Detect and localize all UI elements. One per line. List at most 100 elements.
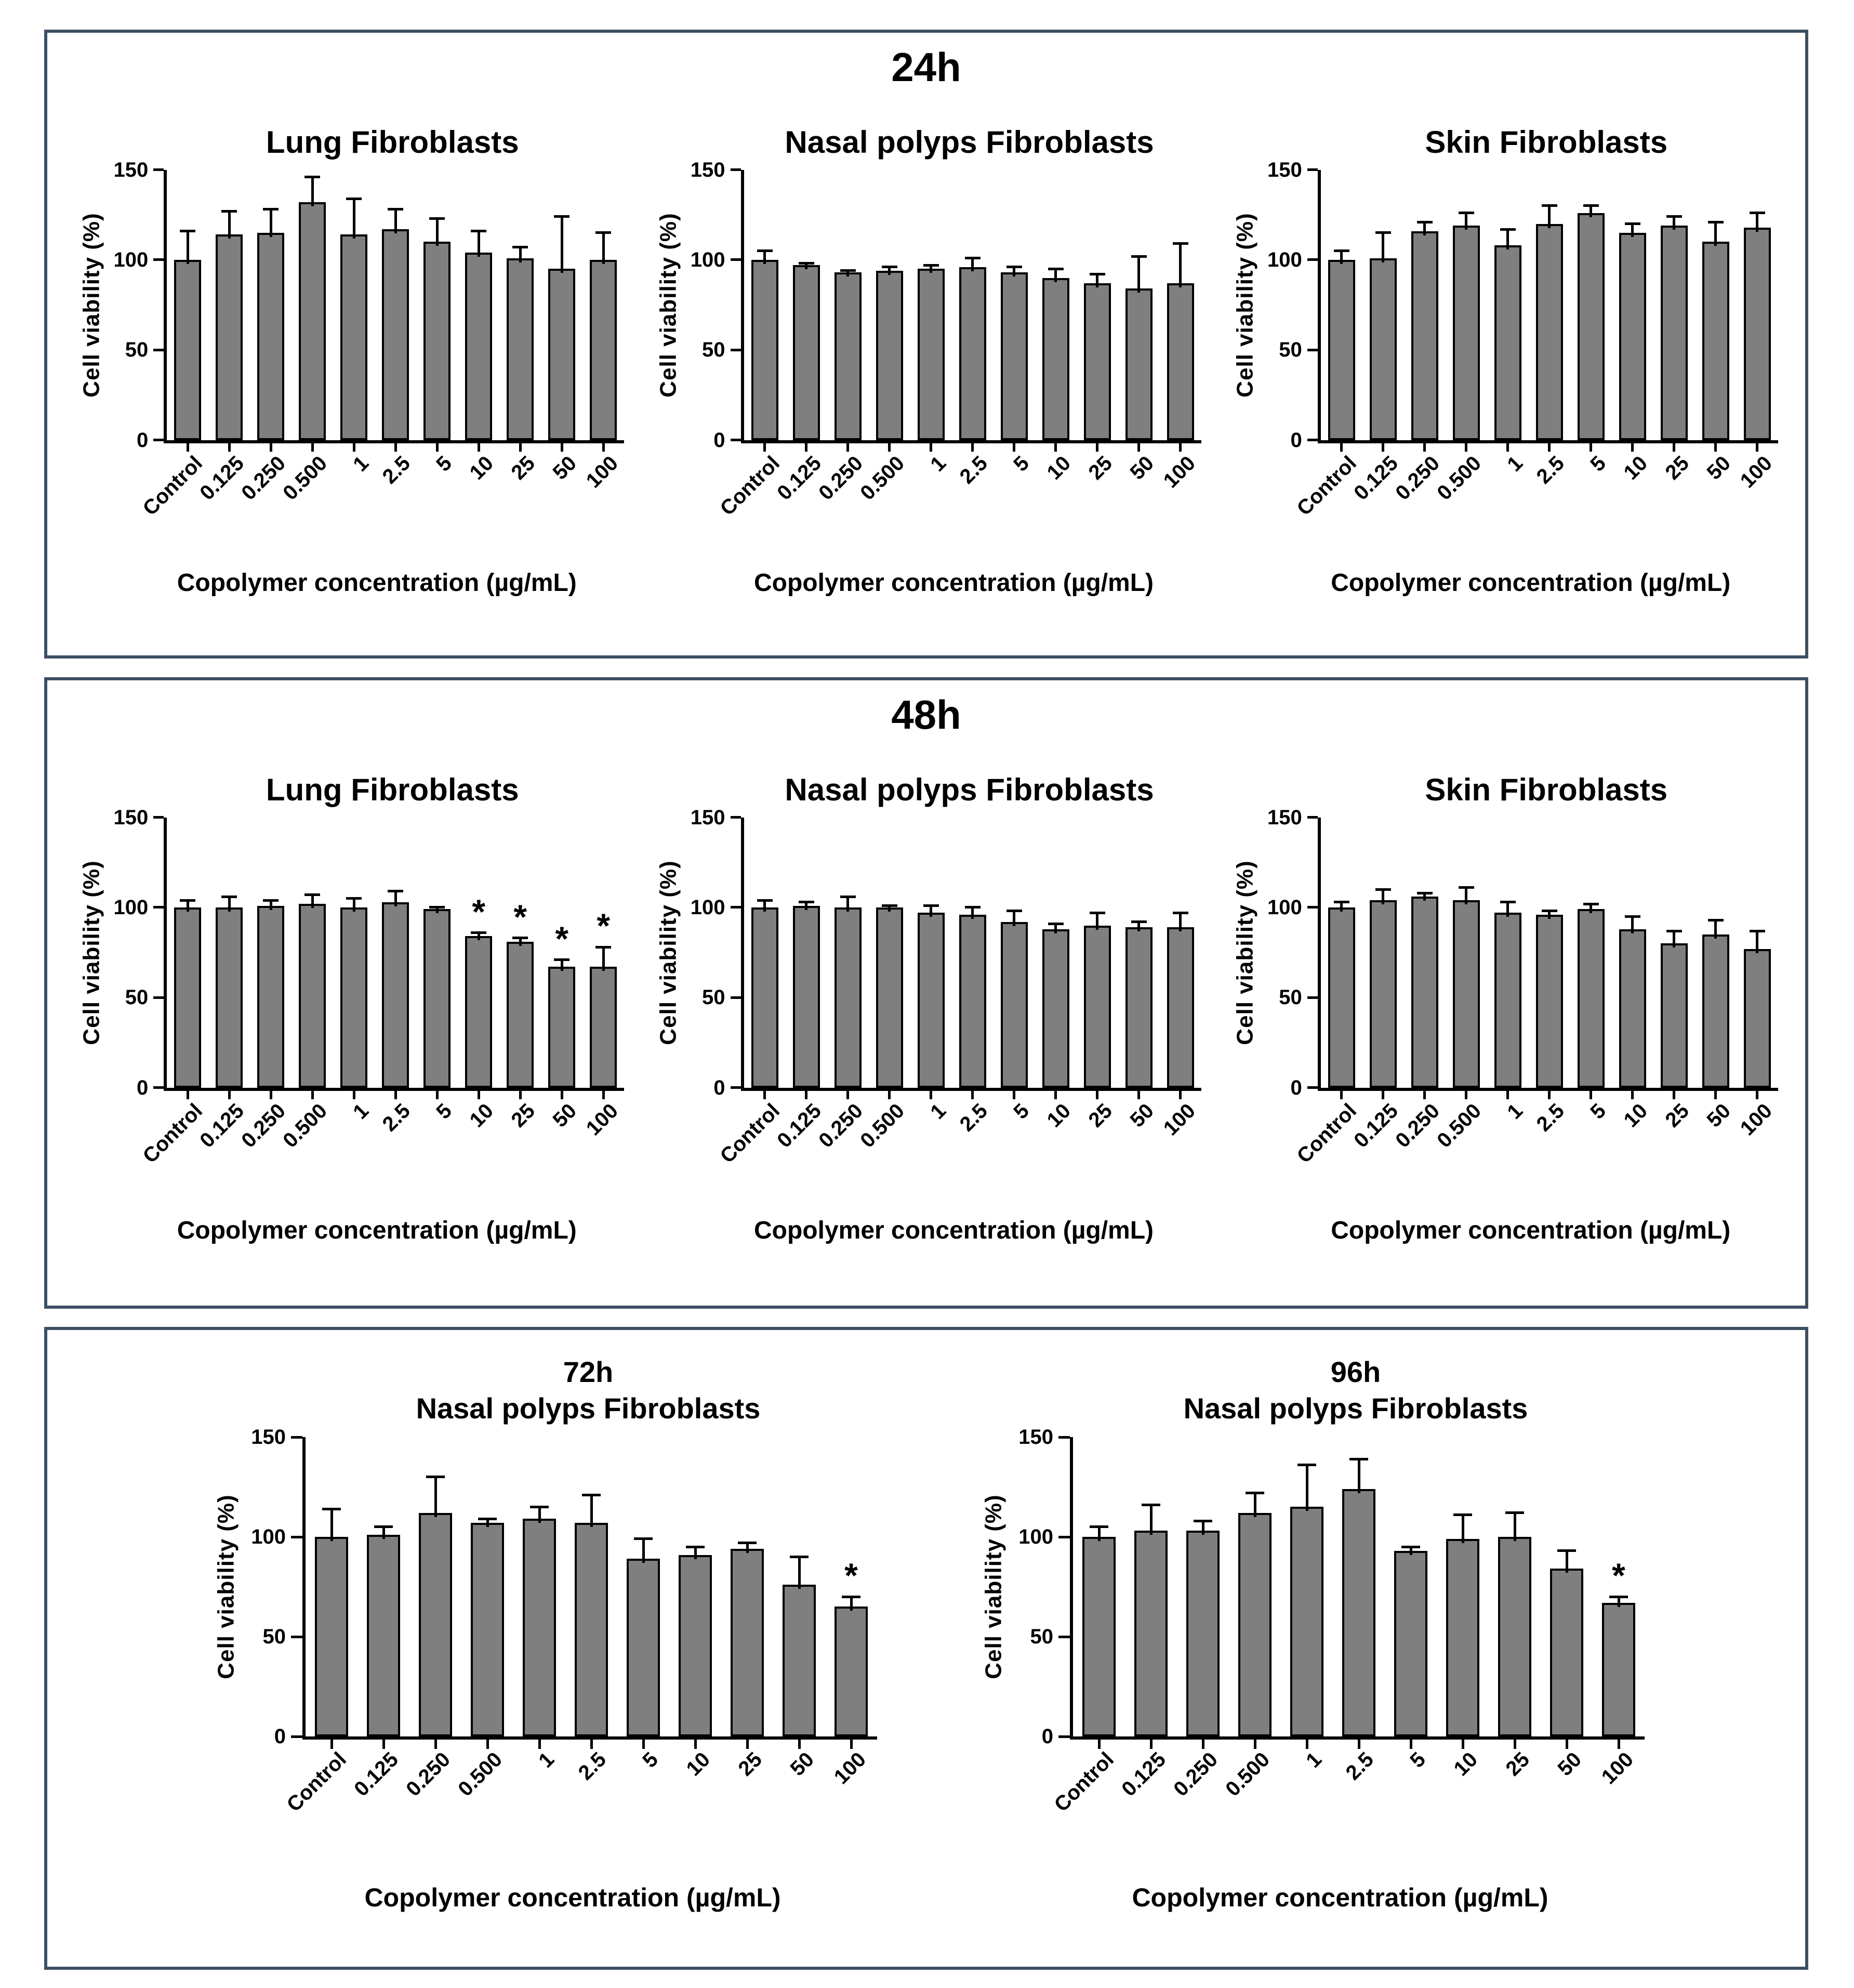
error-bar [1714,920,1717,939]
panel-72-96h-charts: 72h Nasal polyps Fibroblasts Cell viabilit… [47,1354,1805,1913]
y-tick-label: 100 [113,896,149,919]
bar-0.500 [299,904,326,1088]
bar-25 [1660,226,1688,440]
error-bar [971,258,974,271]
error-bar [269,209,272,237]
x-tick-label-0.125: 0.125 [195,1099,249,1152]
y-tick-label: 0 [274,1725,286,1748]
chart-grid: Cell viability (%) 0 50 100 150 * [208,1426,877,1749]
bar-Control [1082,1537,1116,1736]
x-tick-mark [1756,1090,1759,1099]
x-tick-label-0.500: 0.500 [1432,451,1486,505]
x-tick-mark [1409,1740,1412,1749]
y-tick-label: 150 [113,158,149,181]
x-tick-mark [352,1090,355,1099]
bar-10 [679,1555,712,1736]
y-tick-mark [730,906,741,909]
x-tick-label-0.250: 0.250 [814,451,867,505]
error-bar [477,231,480,257]
error-bar-cap [842,1595,860,1598]
panel-24h: 24h Lung Fibroblasts Cell viability (%) 0 5… [44,30,1808,659]
error-bar-cap [1089,273,1105,276]
error-bar-cap [512,246,528,249]
x-tick-mark [330,1740,333,1749]
y-tick-label: 0 [137,1076,149,1099]
x-tick-mark [435,443,439,452]
x-tick-mark [1357,1740,1360,1749]
chart-title: 72h Nasal polyps Fibroblasts [302,1354,874,1427]
x-tick-label-25: 25 [734,1748,767,1781]
plot-area [740,169,1201,452]
error-bar [930,265,932,273]
x-tick-label-0.125: 0.125 [1349,451,1402,505]
bar-2.5 [1535,223,1563,440]
error-bar-cap [686,1545,705,1548]
y-tick-column: 0 50 100 150 [109,806,164,1099]
bar-0.500 [876,907,903,1088]
x-tick-mark [846,1090,849,1099]
x-tick-labels: Control 0.125 0.250 0.500 1 2.5 5 10 25 50 100 [716,1091,1200,1197]
chart-title: Lung Fibroblasts [164,123,621,162]
bar-1 [1494,913,1521,1088]
error-bar [1506,229,1509,250]
x-tick-label-0.500: 0.500 [1221,1748,1275,1801]
error-bar [1382,232,1385,262]
bar-25 [1660,943,1688,1088]
bar-Control [751,259,778,440]
x-tick-mark [186,1090,189,1099]
error-bar [1590,205,1593,217]
bar-5 [423,242,451,440]
x-tick-label-2.5: 2.5 [378,1099,415,1136]
error-bar-cap [1375,231,1391,234]
error-bar-cap [1131,255,1147,258]
x-tick-label-0.125: 0.125 [1117,1748,1171,1801]
bar-50 [548,269,576,440]
error-bar-cap [1666,215,1682,218]
bar-Control [1328,259,1355,440]
x-tick-label-25: 25 [1661,1099,1693,1132]
chart-grid: Cell viability (%) 0 50 100 150 [652,159,1201,452]
error-bar-cap [1557,1549,1576,1552]
y-tick-mark [730,439,741,442]
chart-title-text: Lung Fibroblasts [266,772,519,807]
chart-title-text: Nasal polyps Fibroblasts [785,772,1154,807]
panel-72-96h: 72h Nasal polyps Fibroblasts Cell viabilit… [44,1327,1808,1970]
x-tick-mark [435,1090,439,1099]
y-tick-mark [1307,996,1318,999]
y-tick-column: 0 50 100 150 [1263,806,1318,1099]
error-bar-cap [1458,212,1474,215]
chart-grid: Cell viability (%) 0 50 100 150 [652,806,1201,1099]
x-tick-mark [805,443,807,452]
error-bar [763,900,766,912]
error-bar-cap [1500,228,1516,231]
bar-10 [1042,929,1069,1088]
error-bar [1382,889,1385,905]
bar-0.500 [1452,226,1480,440]
y-axis-label-column: Cell viability (%) [1228,170,1263,440]
x-tick-labels: Control 0.125 0.250 0.500 1 2.5 5 10 25 50 100 [139,1091,623,1197]
y-tick-label: 0 [137,428,149,452]
x-tick-label-100: 100 [1159,451,1200,492]
plot-area [1317,169,1778,452]
y-tick-mark [730,816,741,819]
error-bar [1340,251,1343,264]
y-tick-mark [291,1535,302,1538]
x-tick-mark [352,443,355,452]
bar-5 [1000,272,1028,440]
error-bar [1013,267,1015,277]
y-tick-column: 0 50 100 150 [686,159,741,452]
x-tick-mark [228,1090,231,1099]
bar-1 [1494,245,1521,440]
x-tick-mark [1465,443,1468,452]
x-tick-mark [1631,1090,1634,1099]
plot-area [1317,817,1778,1099]
error-bar-cap [180,230,196,232]
x-tick-mark [519,443,522,452]
x-tick-label-Control: Control [1050,1748,1119,1816]
error-bar [1565,1550,1568,1573]
error-bar [1548,911,1551,919]
x-tick-mark [434,1740,437,1749]
x-tick-mark [1096,443,1098,452]
y-tick-label: 50 [1279,986,1302,1009]
